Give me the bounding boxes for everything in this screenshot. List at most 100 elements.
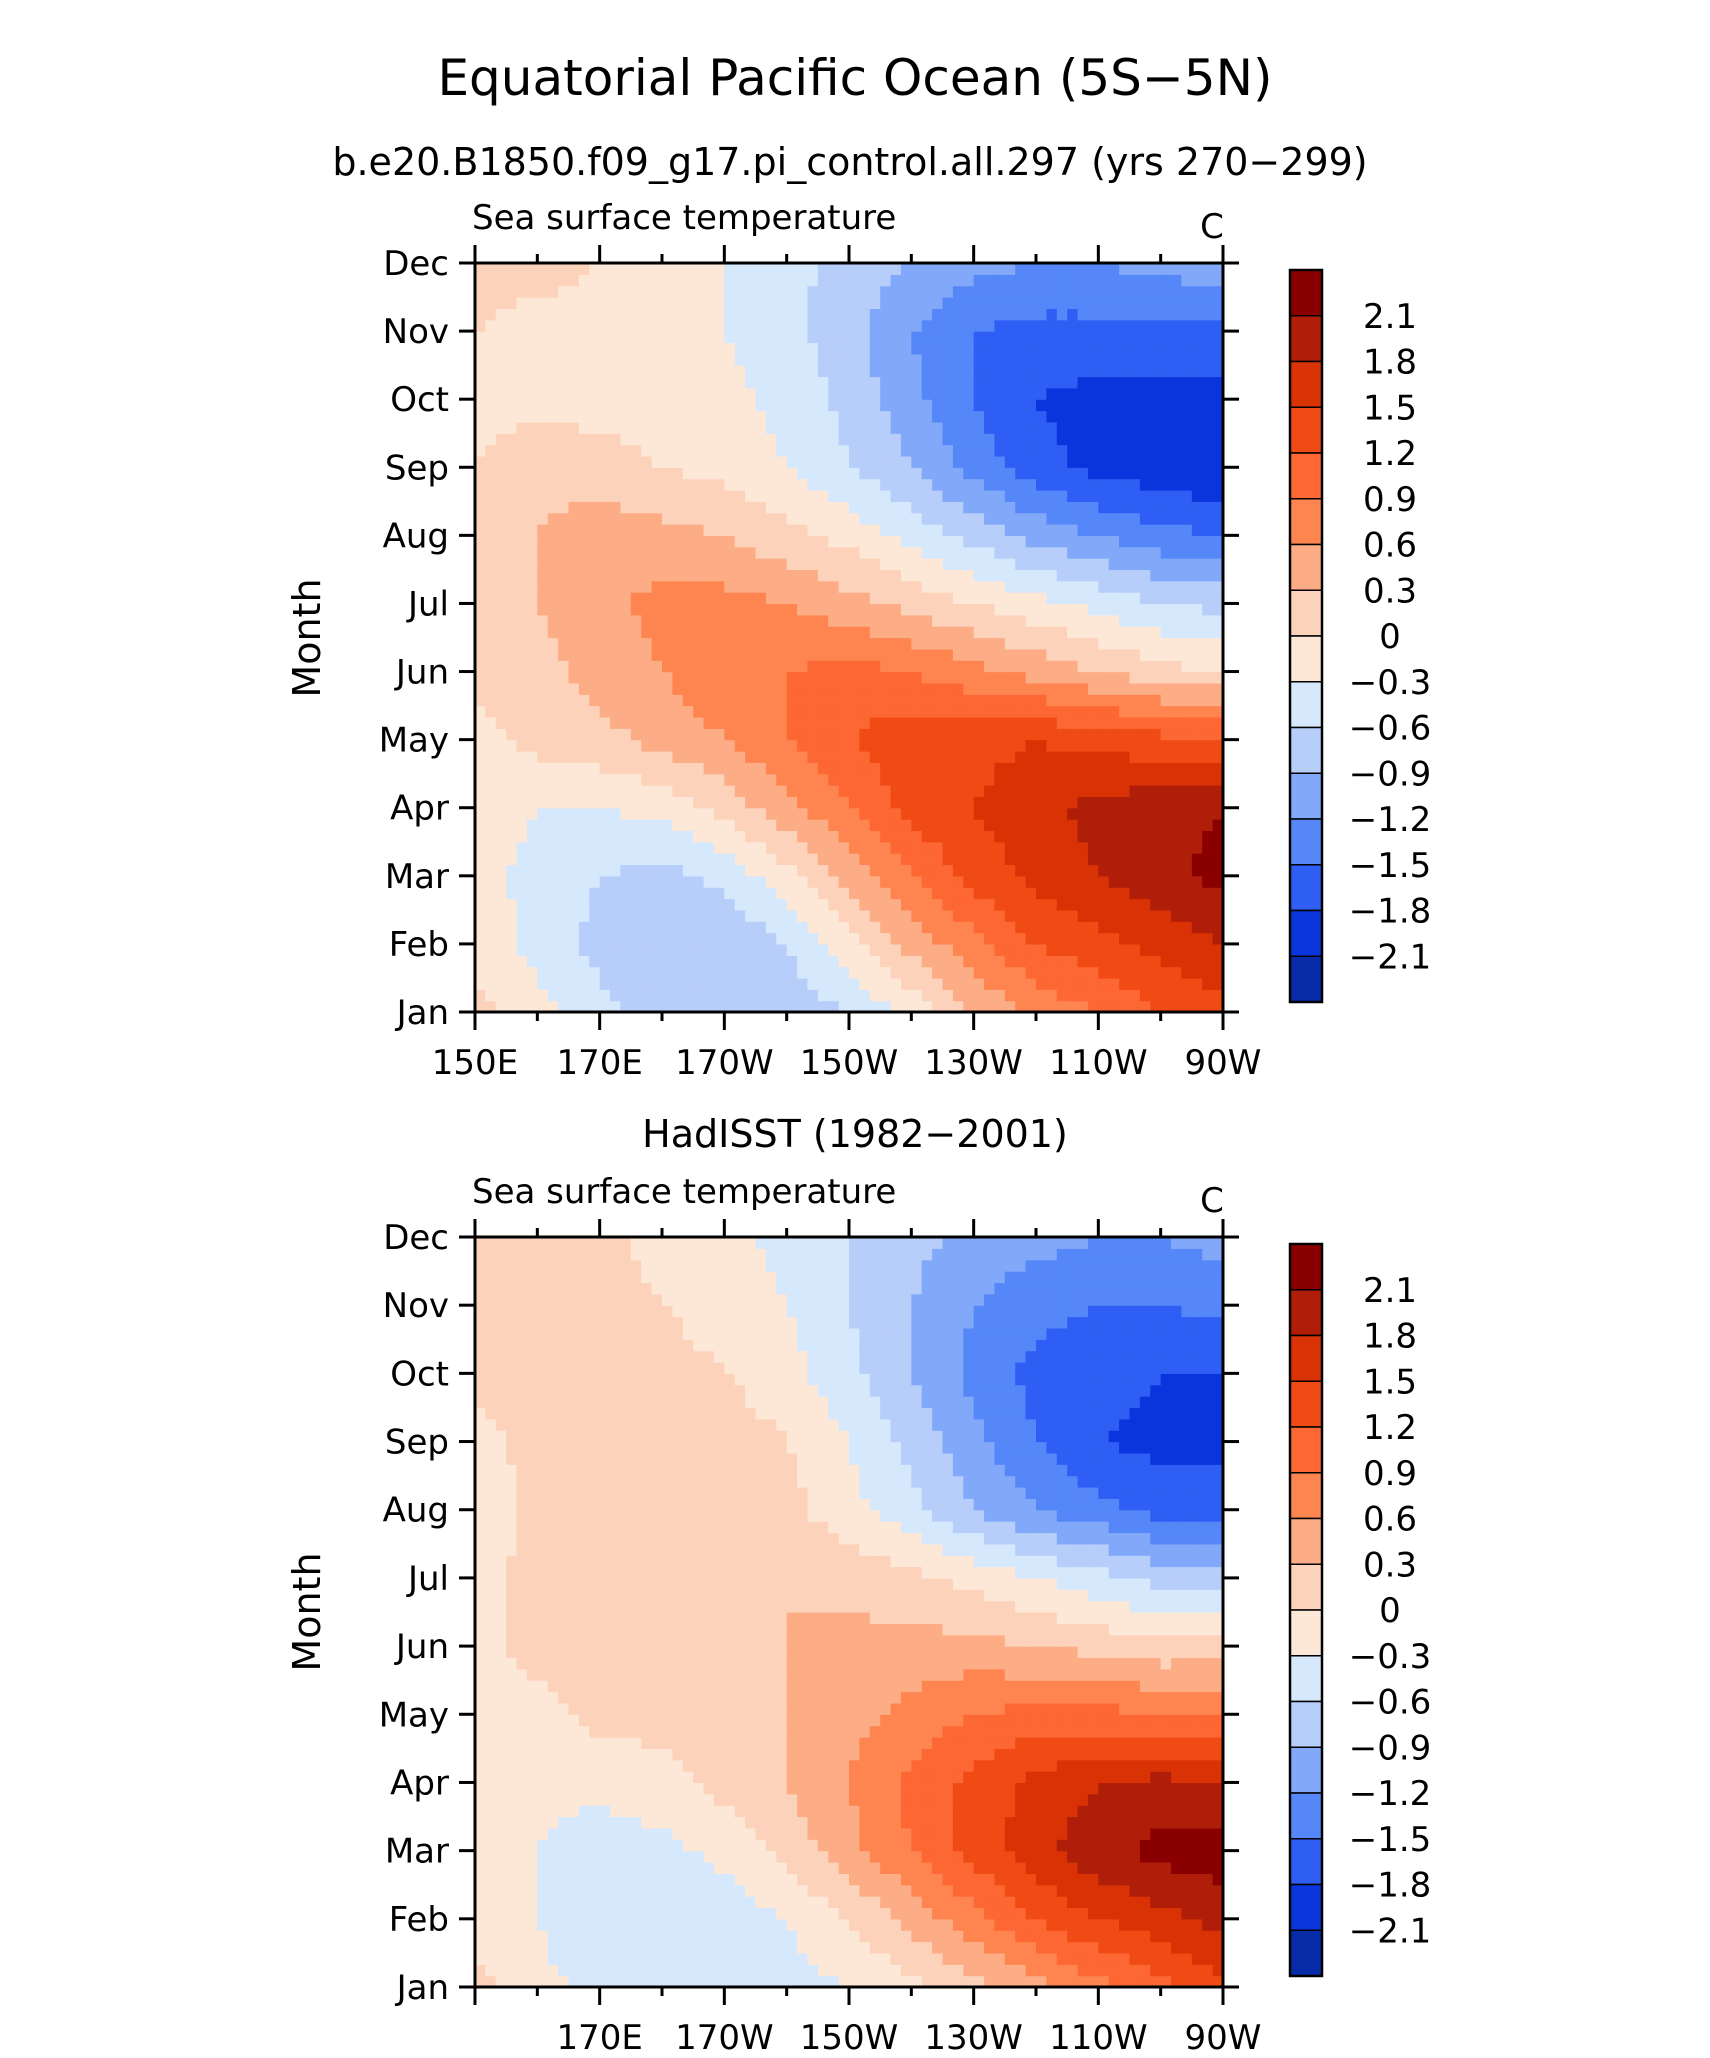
heatmap-cell (900, 660, 912, 673)
heatmap-cell (734, 762, 746, 775)
heatmap-cell (1036, 671, 1047, 684)
heatmap-cell (703, 399, 715, 412)
heatmap-cell (620, 932, 632, 945)
heatmap-cell (651, 546, 663, 559)
heatmap-cell (1098, 682, 1110, 695)
heatmap-cell (1119, 728, 1131, 741)
heatmap-cell (1036, 898, 1047, 911)
heatmap-cell (568, 898, 580, 911)
heatmap-cell (651, 489, 663, 502)
heatmap-cell (1129, 535, 1141, 548)
heatmap-cell (755, 297, 767, 309)
heatmap-cell (724, 524, 736, 536)
heatmap-cell (921, 614, 933, 627)
heatmap-cell (1212, 546, 1224, 559)
heatmap-cell (838, 376, 850, 389)
heatmap-cell (849, 421, 860, 434)
heatmap-cell (1025, 399, 1037, 412)
heatmap-cell (859, 331, 871, 344)
heatmap-cell (1139, 648, 1151, 661)
heatmap-cell (973, 478, 985, 491)
heatmap-cell (1171, 989, 1183, 1002)
heatmap-cell (1129, 546, 1141, 559)
heatmap-cell (713, 433, 725, 446)
heatmap-cell (859, 739, 871, 752)
heatmap-cell (506, 1771, 518, 1784)
heatmap-cell (475, 739, 486, 752)
heatmap-cell (994, 932, 1006, 945)
heatmap-cell (547, 864, 559, 877)
heatmap-cell (1202, 558, 1214, 571)
heatmap-cell (1087, 535, 1099, 548)
heatmap-cell (589, 989, 601, 1002)
heatmap-cell (568, 750, 580, 763)
heatmap-cell (890, 274, 902, 287)
heatmap-cell (890, 433, 902, 446)
heatmap-cell (1067, 478, 1079, 491)
heatmap-cell (620, 819, 632, 832)
heatmap-cell (807, 387, 819, 400)
heatmap-cell (703, 387, 715, 400)
heatmap-cell (1004, 932, 1016, 945)
heatmap-cell (859, 626, 871, 639)
heatmap-cell (1004, 785, 1016, 797)
heatmap-cell (734, 921, 746, 934)
heatmap-cell (973, 966, 985, 979)
heatmap-cell (734, 558, 746, 571)
heatmap-cell (641, 580, 653, 593)
heatmap-cell (662, 637, 673, 650)
heatmap-cell (745, 319, 757, 332)
heatmap-cell (1212, 637, 1224, 650)
heatmap-cell (537, 603, 549, 616)
heatmap-cell (1108, 467, 1120, 480)
heatmap-cell (693, 977, 705, 990)
colorbar-label: 2.1 (1363, 297, 1417, 337)
heatmap-cell (506, 898, 518, 911)
heatmap-cell (558, 785, 570, 797)
heatmap-cell (1077, 319, 1089, 332)
heatmap-cell (1015, 365, 1027, 378)
heatmap-cell (952, 1000, 964, 1013)
heatmap-cell (1139, 966, 1151, 979)
heatmap-cell (1004, 376, 1016, 389)
heatmap-cell (932, 285, 944, 298)
heatmap-cell (651, 773, 663, 786)
heatmap-cell (932, 614, 944, 627)
heatmap-cell (1067, 614, 1079, 627)
heatmap-cell (641, 966, 653, 979)
heatmap-cell (776, 546, 788, 559)
heatmap-cell (1150, 489, 1162, 502)
heatmap-cell (1202, 524, 1214, 536)
heatmap-cell (859, 660, 871, 673)
heatmap-cell (1046, 796, 1058, 809)
heatmap-cell (984, 626, 996, 639)
heatmap-cell (485, 1941, 497, 1954)
heatmap-cell (1139, 297, 1151, 309)
heatmap-cell (994, 342, 1006, 355)
heatmap-cell (485, 433, 497, 446)
heatmap-cell (495, 819, 507, 832)
heatmap-cell (651, 943, 663, 956)
heatmap-cell (526, 455, 538, 468)
heatmap-cell (485, 1975, 497, 1988)
heatmap-cell (1139, 989, 1151, 1002)
heatmap-cell (610, 671, 622, 684)
heatmap-cell (952, 966, 964, 979)
heatmap-cell (911, 637, 923, 650)
heatmap-cell (880, 943, 892, 956)
heatmap-cell (630, 478, 642, 491)
heatmap-cell (682, 762, 694, 775)
heatmap-cell (900, 455, 912, 468)
heatmap-cell (745, 478, 757, 491)
heatmap-cell (610, 932, 622, 945)
heatmap-cell (578, 478, 590, 491)
x-tick-label: 170E (556, 1043, 642, 1083)
heatmap-cell (869, 694, 881, 707)
heatmap-cell (911, 308, 923, 321)
heatmap-cell (994, 353, 1006, 366)
heatmap-cell (526, 853, 538, 866)
heatmap-cell (828, 671, 840, 684)
heatmap-cell (828, 977, 840, 990)
heatmap-cell (724, 569, 736, 582)
heatmap-cell (1108, 728, 1120, 741)
